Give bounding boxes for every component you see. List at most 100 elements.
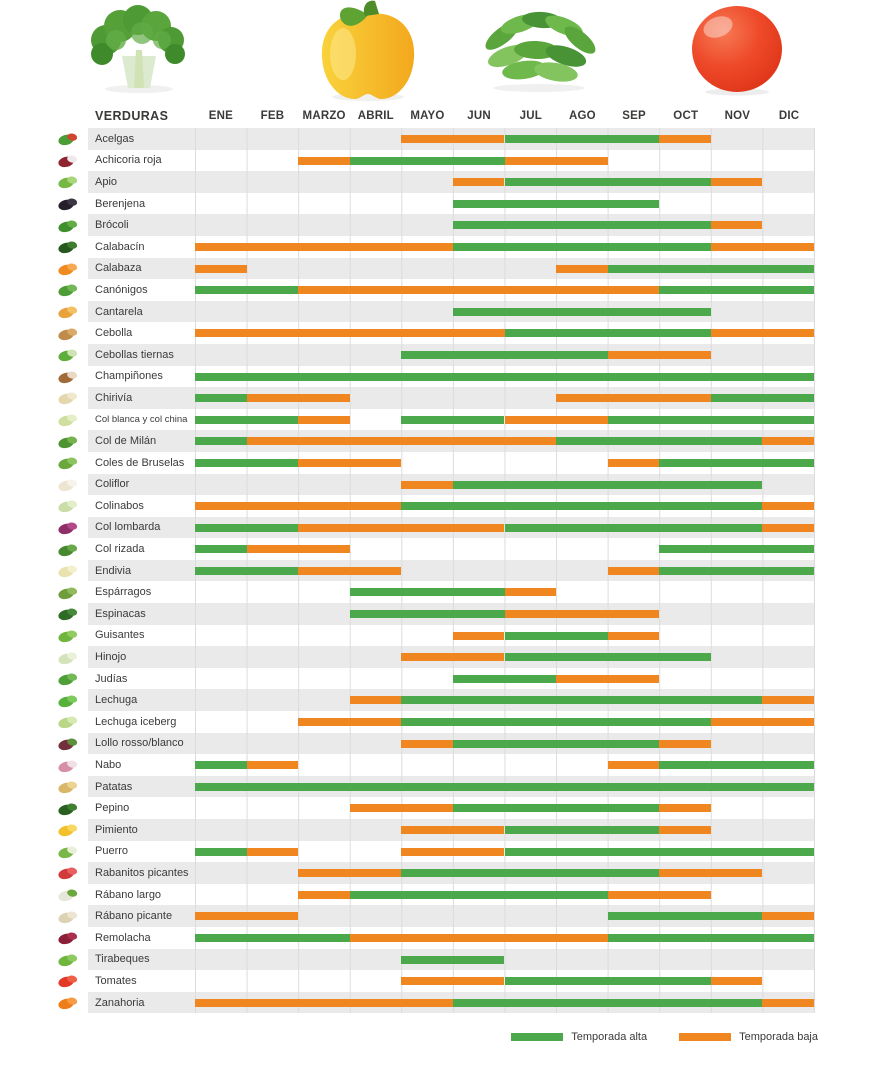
snow-peas-icon <box>48 949 88 971</box>
season-track <box>195 365 815 388</box>
season-bar-baja <box>298 890 350 899</box>
season-bar-alta <box>607 264 814 273</box>
table-row: Tirabeques <box>48 948 815 971</box>
season-bar-alta <box>401 869 660 878</box>
season-bar-alta <box>452 674 557 683</box>
season-bar-alta <box>195 545 247 554</box>
broccoli-icon <box>48 214 88 236</box>
peas-icon <box>48 625 88 647</box>
table-row: Hinojo <box>48 646 815 668</box>
asparagus-icon <box>48 581 88 603</box>
season-track <box>195 797 815 819</box>
season-bar-alta <box>195 566 299 575</box>
baja-swatch-icon <box>679 1033 732 1041</box>
vegetable-name: Tomates <box>95 974 137 987</box>
season-bar-baja <box>195 329 505 338</box>
season-bar-baja <box>659 804 711 813</box>
season-bar-alta <box>401 502 763 511</box>
lettuce-icon <box>48 689 88 711</box>
season-bar-baja <box>607 350 711 359</box>
season-bar-baja <box>195 242 453 251</box>
season-bar-baja <box>401 739 453 748</box>
season-bar-alta <box>556 437 763 446</box>
season-bar-alta <box>195 437 247 446</box>
season-bar-baja <box>246 545 350 554</box>
season-bar-alta <box>195 523 299 532</box>
season-bar-alta <box>659 761 814 770</box>
season-track <box>195 646 815 668</box>
vegetable-name: Puerro <box>95 845 129 858</box>
season-track <box>195 128 815 150</box>
season-track <box>195 905 815 927</box>
seasonal-calendar-table: VERDURAS ENE FEB MARZO ABRIL MAYO JUN JUL AGO SE… <box>48 104 815 1014</box>
vegetable-name: Coles de Bruselas <box>95 456 185 469</box>
season-track <box>195 840 815 863</box>
onion-icon <box>48 322 88 344</box>
table-row: Chirivía <box>48 387 815 409</box>
vegetable-name: Tirabeques <box>88 948 195 971</box>
vegetable-name: Hinojo <box>88 646 195 668</box>
table-row: Canónigos <box>48 279 815 301</box>
green-beans-icon <box>48 668 88 690</box>
season-track <box>195 300 815 323</box>
season-bar-baja <box>452 631 505 640</box>
season-bar-baja <box>659 826 711 834</box>
vegetable-name: Pepino <box>95 802 130 815</box>
pepper-icon <box>48 819 88 841</box>
legend-item-baja: Temporada baja <box>679 1031 818 1043</box>
season-bar-baja <box>556 264 608 273</box>
season-track <box>195 559 815 582</box>
month-label: MAYO <box>410 110 445 122</box>
table-row: Remolacha <box>48 926 815 949</box>
season-bar-alta <box>504 135 660 143</box>
season-bar-baja <box>246 437 557 446</box>
vegetable-name: Guisantes <box>95 629 145 642</box>
season-bar-baja <box>246 761 299 770</box>
season-bar-alta <box>195 847 247 856</box>
lambs-lettuce-photo <box>485 11 596 92</box>
table-row: Coliflor <box>48 473 815 496</box>
carrot-icon <box>48 992 88 1014</box>
season-bar-baja <box>401 977 505 986</box>
vegetable-name: Lechuga <box>88 689 195 712</box>
vegetable-name: Lechuga iceberg <box>95 715 177 728</box>
season-track <box>195 538 815 560</box>
season-bar-alta <box>195 394 247 403</box>
table-row: Calabacín <box>48 235 815 258</box>
season-track <box>195 322 815 344</box>
season-bar-alta <box>349 156 505 165</box>
legend-alta-label: Temporada alta <box>571 1031 648 1043</box>
season-bar-baja <box>195 264 247 273</box>
season-bar-alta <box>504 523 763 532</box>
table-row: Achicoria roja <box>48 149 815 172</box>
season-bar-alta <box>504 178 711 187</box>
table-row: Cantarela <box>48 300 815 323</box>
season-track <box>195 451 815 474</box>
vegetable-name: Pimiento <box>88 819 195 841</box>
endive-icon <box>48 560 88 582</box>
legend-baja-label: Temporada baja <box>739 1031 818 1043</box>
season-bar-baja <box>246 394 350 403</box>
season-bar-baja <box>298 415 350 424</box>
season-track <box>195 667 815 690</box>
vegetable-name: Rábano picante <box>88 905 195 927</box>
season-track <box>195 495 815 517</box>
season-bar-baja <box>607 631 660 640</box>
kohlrabi-icon <box>48 495 88 517</box>
season-track <box>195 343 815 366</box>
radicchio-icon <box>48 150 88 172</box>
vegetable-name: Espárragos <box>95 586 152 599</box>
table-row: Colinabos <box>48 495 815 517</box>
season-bar-baja <box>401 135 505 143</box>
table-row: Lollo rosso/blanco <box>48 732 815 755</box>
season-bar-baja <box>762 437 814 446</box>
savoy-cabbage-icon <box>48 430 88 452</box>
vegetable-name: Col rizada <box>95 543 145 556</box>
season-bar-alta <box>401 718 711 727</box>
season-bar-baja <box>607 458 660 467</box>
table-row: Judías <box>48 667 815 690</box>
season-bar-baja <box>710 718 814 727</box>
season-track <box>195 883 815 906</box>
season-bar-alta <box>504 826 660 834</box>
vegetable-name: Brócoli <box>88 214 195 236</box>
